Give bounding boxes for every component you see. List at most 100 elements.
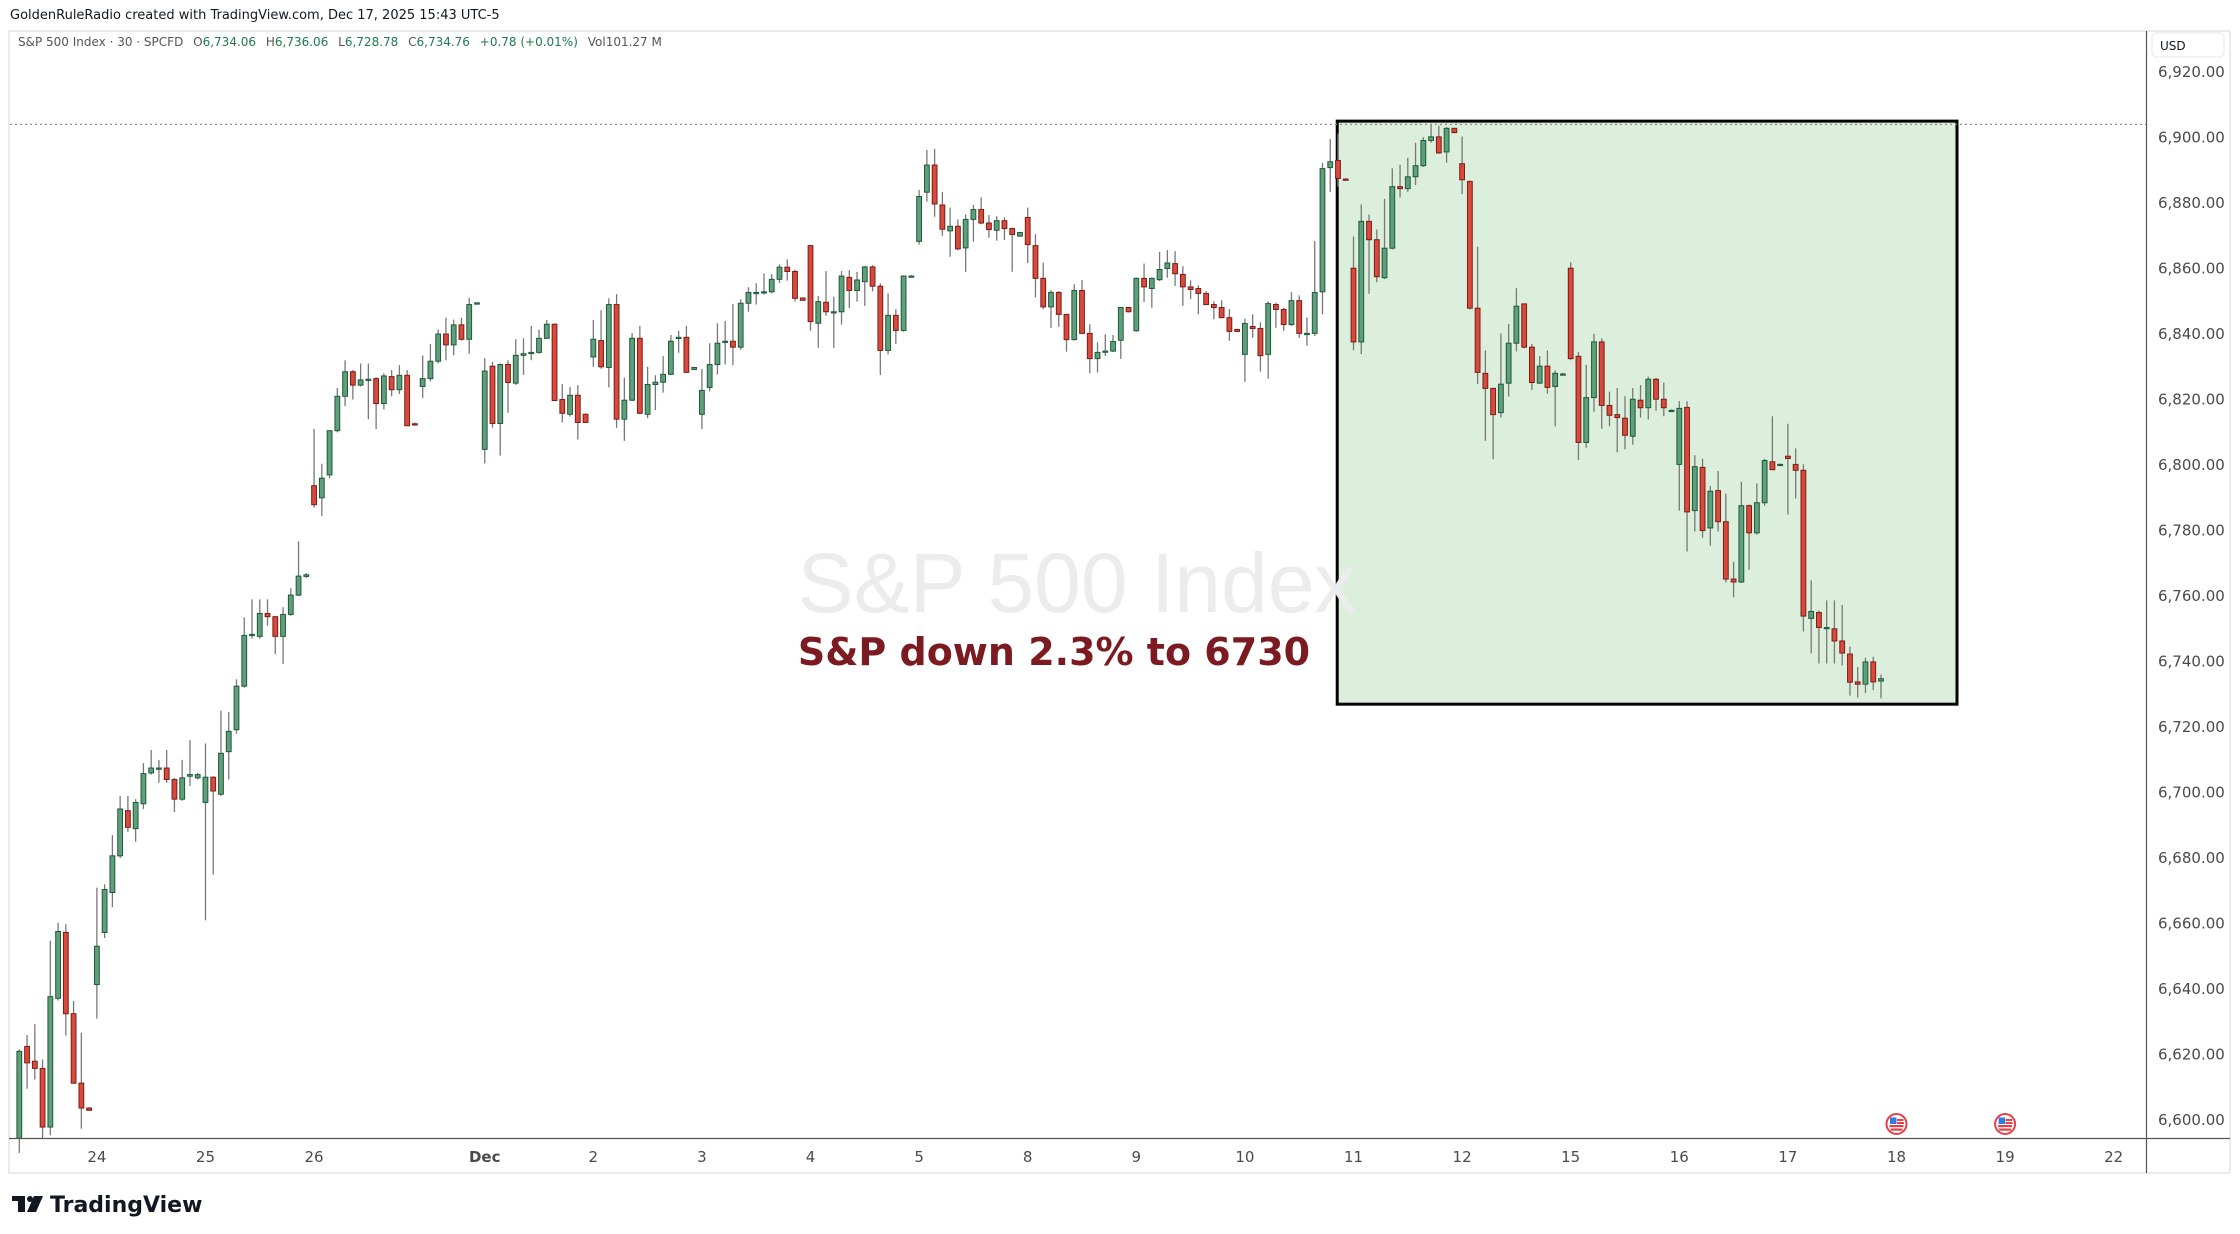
candle-body-up	[1412, 165, 1419, 178]
candle-body-up	[342, 371, 348, 397]
candle	[885, 293, 891, 355]
candle-body-down	[877, 285, 884, 351]
candle-body-up	[512, 354, 519, 384]
candle-body-down	[1063, 313, 1070, 341]
candle	[1141, 263, 1147, 302]
legend-open-label: O	[193, 35, 202, 49]
candle-body-up	[1381, 247, 1388, 279]
candle-body-down	[1870, 661, 1877, 683]
candle-body-up	[815, 301, 822, 324]
candle	[854, 271, 860, 302]
candle	[280, 607, 286, 664]
candle	[225, 712, 232, 780]
candle-body-up	[303, 574, 310, 577]
candle	[505, 360, 511, 413]
candle	[869, 265, 876, 292]
candle	[1428, 124, 1434, 143]
us-flag-event-icon[interactable]	[1994, 1113, 2017, 1135]
candle-body-up	[1304, 332, 1310, 336]
candle-body-down	[1637, 399, 1644, 409]
candle	[1544, 350, 1551, 394]
candle	[497, 363, 504, 456]
candle-body-down	[1746, 505, 1753, 534]
candle-body-up	[1164, 262, 1171, 270]
candle-body-up	[132, 801, 139, 830]
candle-body-up	[450, 324, 457, 346]
candle	[1032, 234, 1039, 298]
candle-body-down	[598, 340, 604, 368]
candle	[311, 429, 317, 508]
candle	[807, 244, 814, 331]
candle-body-up	[295, 575, 302, 596]
candle	[241, 617, 248, 688]
candle	[1210, 301, 1217, 320]
candle	[691, 366, 698, 371]
candle	[1761, 458, 1768, 506]
plot-area[interactable]: S&P 500 Index S&P down 2.3% to 6730	[10, 119, 2146, 1153]
candle-body-up	[1560, 373, 1566, 376]
candle	[1288, 292, 1295, 326]
candle	[1629, 388, 1636, 445]
annotation-text[interactable]: S&P down 2.3% to 6730	[798, 630, 1310, 674]
highlight-box[interactable]	[1335, 119, 1959, 706]
candle-body-down	[388, 376, 395, 391]
candle-body-up	[1738, 505, 1745, 583]
us-flag-event-icon[interactable]	[1885, 1113, 1908, 1135]
candle-body-down	[311, 485, 317, 506]
date-tick-label: 3	[697, 1148, 707, 1166]
event-markers[interactable]	[1885, 1113, 2017, 1135]
candle-body-up	[1327, 161, 1334, 169]
candle	[567, 387, 573, 417]
price-axis[interactable]	[2147, 32, 2229, 1172]
candle-body-up	[419, 378, 426, 387]
candle-body-up	[1761, 459, 1768, 504]
candle-body-up	[497, 364, 504, 424]
candle	[1862, 657, 1869, 694]
candle	[1560, 372, 1566, 376]
candle	[373, 377, 380, 430]
candle-body-up	[474, 302, 480, 305]
candle-body-up	[101, 889, 108, 933]
candle-body-up	[970, 209, 977, 220]
candle-body-down	[39, 1067, 46, 1128]
price-tick-label: 6,760.00	[2158, 587, 2225, 605]
date-tick-label: 16	[1670, 1148, 1689, 1166]
candle-body-up	[520, 353, 527, 356]
candle	[947, 207, 954, 257]
candle-body-up	[605, 304, 612, 368]
candle-body-up	[900, 275, 907, 331]
time-axis-labels[interactable]: 24 25 26 Dec 2 3 4 5 8 9 10 11 12 15 16 17 18 19 22	[87, 1148, 2123, 1166]
candle	[559, 384, 566, 423]
candle	[528, 325, 535, 361]
legend-open: 6,734.06	[203, 35, 256, 49]
candle	[171, 777, 178, 813]
candle	[1125, 306, 1132, 313]
candle	[1234, 328, 1241, 333]
candle	[1614, 388, 1621, 453]
candle-body-down	[404, 374, 411, 427]
price-tick-label: 6,920.00	[2158, 63, 2225, 81]
candle-body-down	[1466, 180, 1473, 309]
candle-body-up	[1591, 341, 1597, 399]
candle-body-down	[846, 276, 853, 291]
candle	[1327, 139, 1334, 192]
candle-body-up	[55, 930, 61, 999]
candle	[342, 360, 348, 407]
currency-button[interactable]: USD	[2151, 32, 2225, 58]
candle-body-up	[396, 374, 403, 391]
legend-symbol[interactable]: S&P 500 Index · 30 · SPCFD	[18, 35, 183, 49]
candle	[1048, 290, 1054, 328]
candle-body-up	[699, 389, 705, 415]
candle	[1691, 455, 1698, 532]
candle	[1769, 416, 1776, 471]
candle	[1870, 656, 1877, 691]
candle	[1381, 198, 1388, 280]
legend-close-label: C	[408, 35, 416, 49]
candle	[1575, 352, 1582, 460]
tradingview-logo[interactable]: TradingView	[12, 1193, 202, 1218]
candle	[1645, 376, 1652, 420]
candle-body-up	[543, 323, 550, 339]
candle	[1730, 561, 1737, 598]
price-tick-label: 6,900.00	[2158, 129, 2225, 147]
